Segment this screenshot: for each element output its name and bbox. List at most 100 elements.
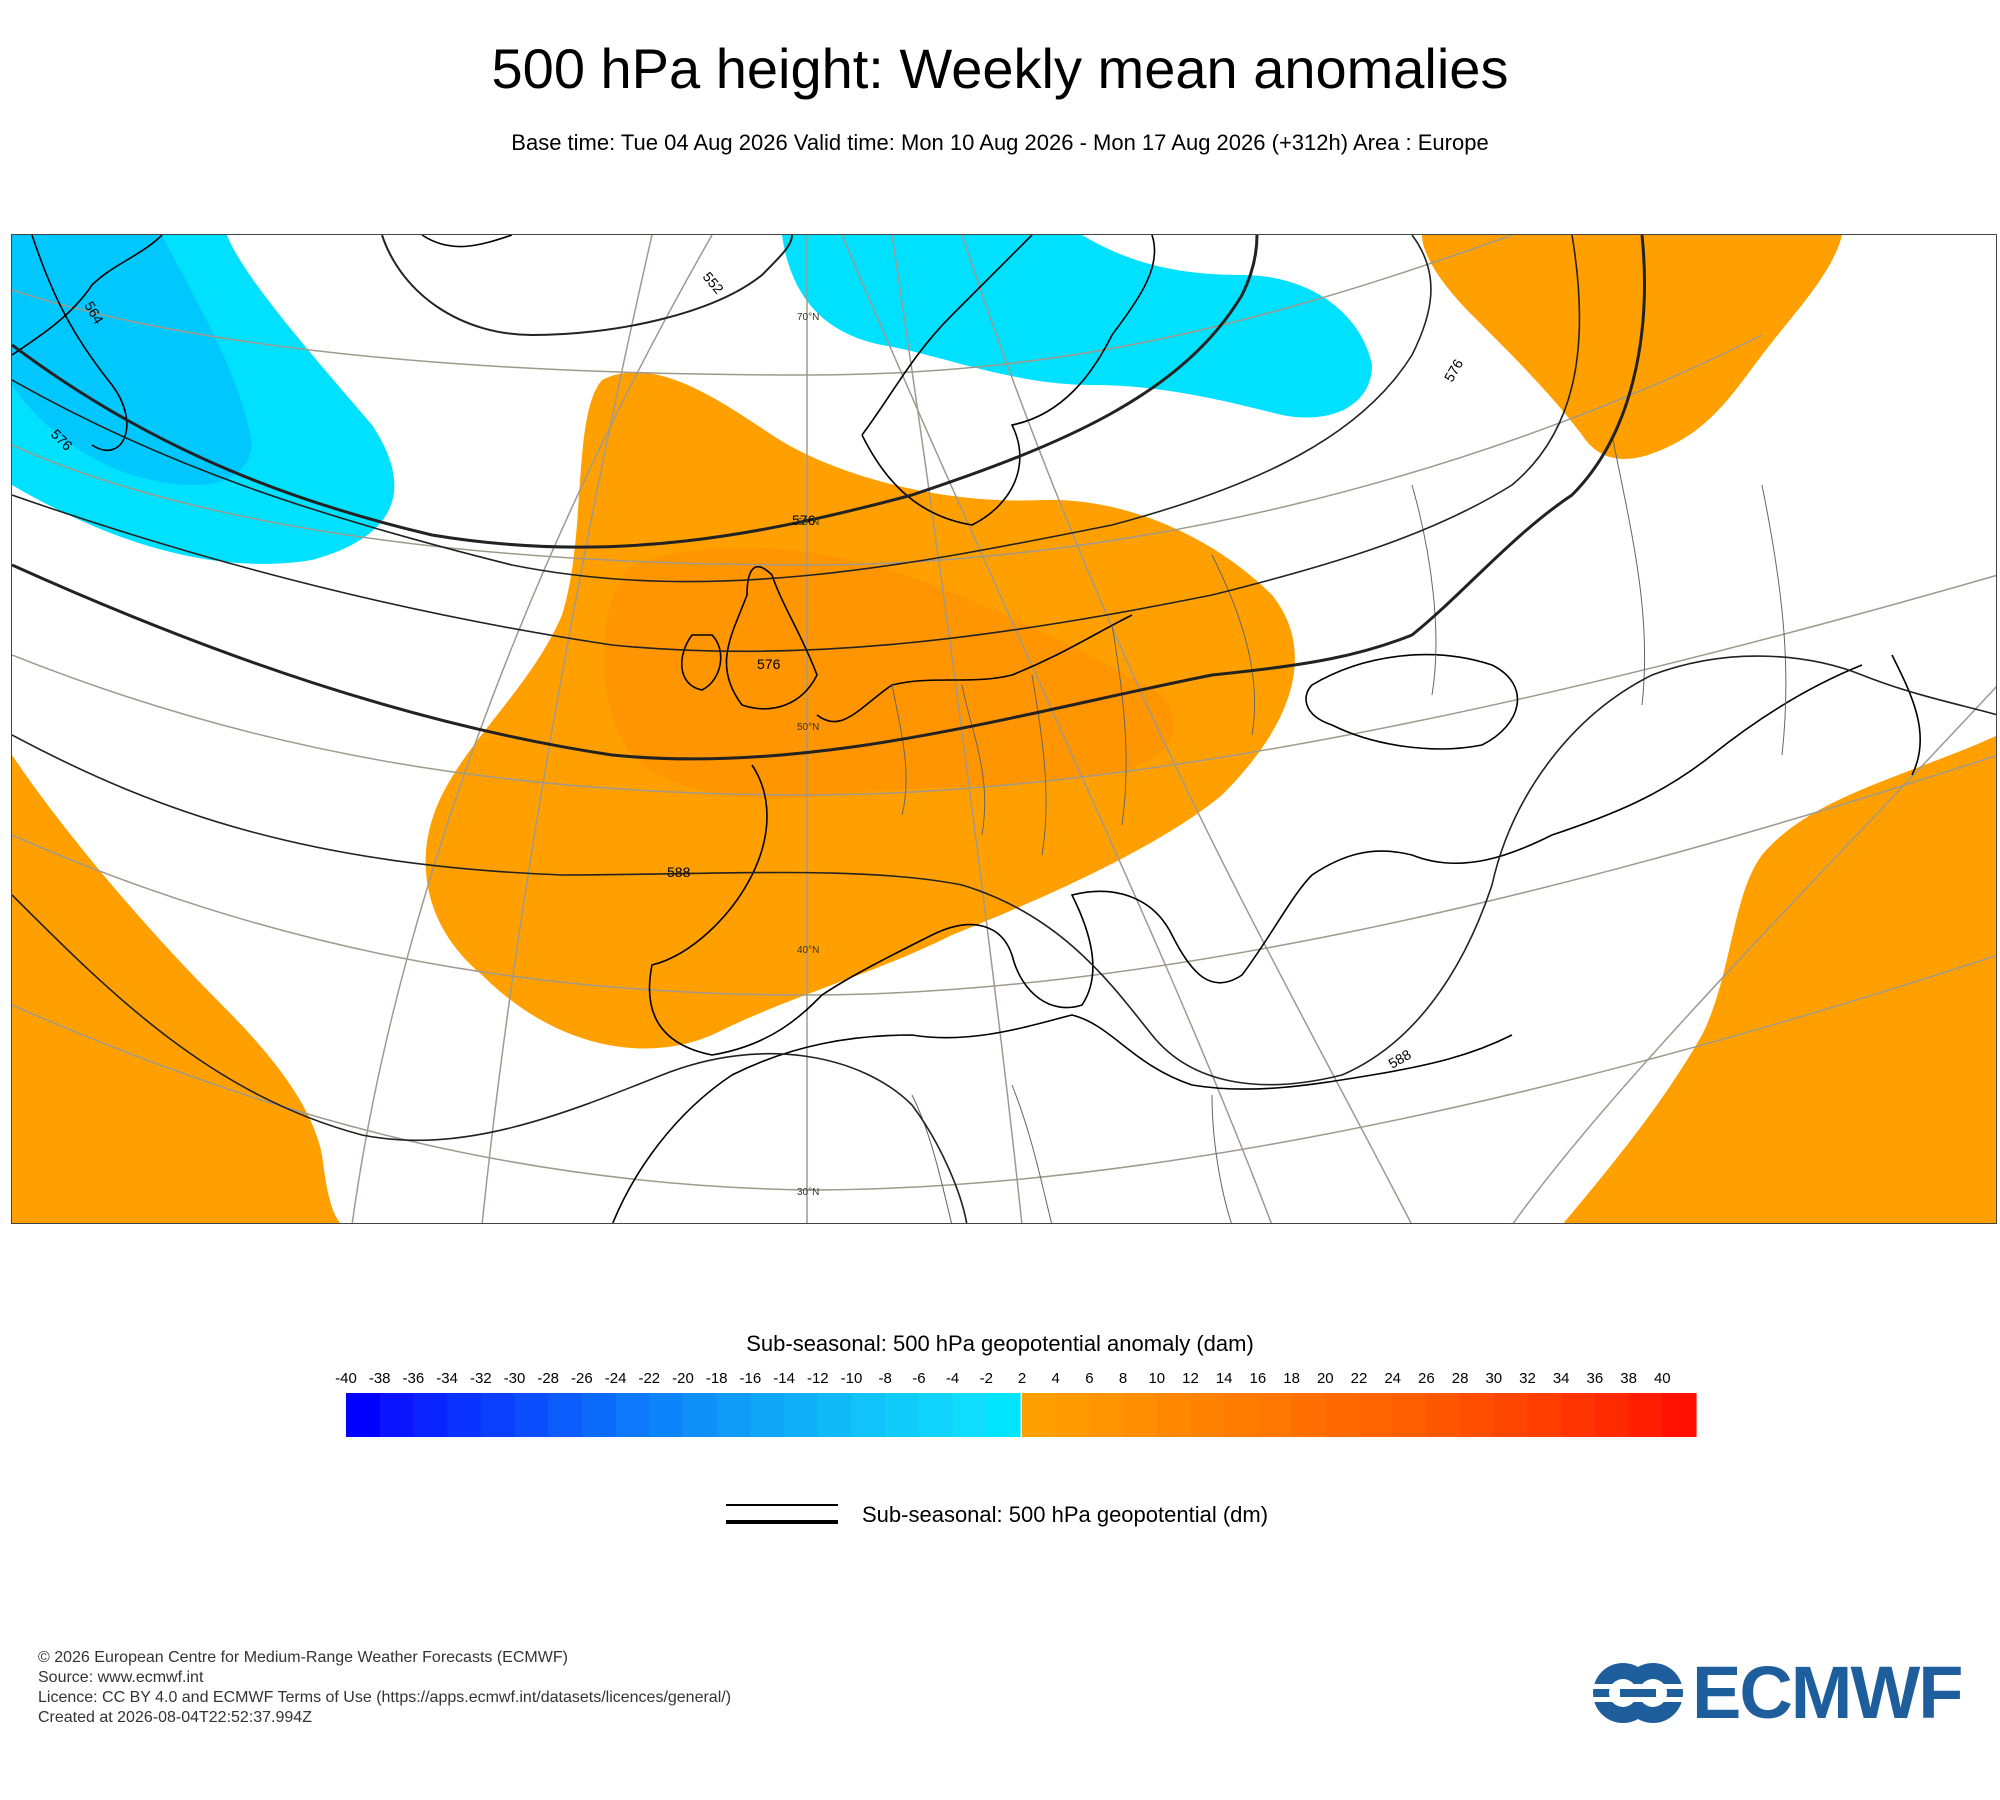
uk-coast xyxy=(725,566,818,710)
colorbar-swatch-negative xyxy=(346,1393,381,1437)
contour-564a xyxy=(12,235,1259,549)
negative-anomaly-greenland-core xyxy=(12,235,252,485)
europe-coast xyxy=(648,614,1863,1056)
black-sea-coast xyxy=(1305,653,1519,750)
colorbar-swatch-positive xyxy=(1426,1393,1461,1437)
positive-anomaly-southeast xyxy=(1563,735,1996,1223)
latitude-label: 60°N xyxy=(797,517,819,528)
colorbar-swatch-positive xyxy=(1224,1393,1259,1437)
colorbar-swatch-negative xyxy=(615,1393,650,1437)
colorbar-swatch-negative xyxy=(986,1393,1021,1437)
colorbar-swatch-negative xyxy=(817,1393,853,1437)
colorbar-tick-label: 14 xyxy=(1216,1370,1233,1387)
country-borders xyxy=(891,434,1787,1223)
contour-564b xyxy=(12,235,1432,583)
colorbar-tick-label: -18 xyxy=(706,1370,728,1387)
colorbar-tick-label: -34 xyxy=(436,1370,458,1387)
colorbar-swatch-negative xyxy=(649,1393,684,1437)
geopotential-contours xyxy=(12,235,1996,1223)
contour-label: 576 xyxy=(792,512,816,528)
colorbar-tick-label: 26 xyxy=(1418,1370,1435,1387)
contour-label: 588 xyxy=(667,864,691,880)
contour-588 xyxy=(12,655,1996,1086)
iceland-coast xyxy=(421,235,513,248)
contour-576b xyxy=(12,235,1646,761)
colorbar-tick-label: 6 xyxy=(1085,1370,1093,1387)
chart-title: 500 hPa height: Weekly mean anomalies xyxy=(491,37,1509,100)
colorbar-swatch-positive xyxy=(1493,1393,1529,1437)
ecmwf-logo: ECMWF xyxy=(1590,1651,1970,1734)
africa-coast xyxy=(611,1014,1513,1223)
colorbar-tick-label: -16 xyxy=(740,1370,762,1387)
licence-line: Licence: CC BY 4.0 and ECMWF Terms of Us… xyxy=(38,1689,732,1706)
contour-legend-label: Sub-seasonal: 500 hPa geopotential (dm) xyxy=(862,1502,1269,1527)
positive-anomaly-southwest xyxy=(12,755,341,1223)
colorbar-swatch-positive xyxy=(1022,1393,1057,1437)
graticule xyxy=(12,235,1996,1223)
colorbar-swatch-negative xyxy=(952,1393,987,1437)
colorbar-tick-label: 40 xyxy=(1654,1370,1671,1387)
map-panel: 552 564 576 576 576 576 588 588 70°N 60°… xyxy=(11,234,1997,1224)
ecmwf-logo-icon xyxy=(1590,1663,1686,1723)
colorbar-swatch-negative xyxy=(851,1393,886,1437)
colorbar-swatch-positive xyxy=(1392,1393,1427,1437)
contour-576a xyxy=(12,235,1581,653)
colorbar-tick-label: -32 xyxy=(470,1370,492,1387)
contour-label: 576 xyxy=(757,656,781,672)
colorbar-swatch-positive xyxy=(1662,1393,1697,1437)
colorbar-swatch-negative xyxy=(885,1393,920,1437)
colorbar-swatch-negative xyxy=(918,1393,954,1437)
colorbar-swatch-positive xyxy=(1527,1393,1562,1437)
positive-anomaly-europe-core xyxy=(603,547,1174,799)
scandinavia-coast xyxy=(861,235,1156,526)
colorbar-swatch-positive xyxy=(1359,1393,1394,1437)
colorbar-swatch-negative xyxy=(784,1393,819,1437)
latitude-label-group: 70°N 60°N 50°N 40°N 30°N xyxy=(797,312,819,1198)
ireland-coast xyxy=(680,634,722,691)
colorbar-tick-label: -38 xyxy=(369,1370,391,1387)
colorbar-tick-label: -36 xyxy=(403,1370,425,1387)
colorbar-swatch-positive xyxy=(1628,1393,1663,1437)
colorbar-swatch-negative xyxy=(413,1393,448,1437)
colorbar-swatch-negative xyxy=(716,1393,751,1437)
colorbar-tick-label: 16 xyxy=(1250,1370,1267,1387)
created-line: Created at 2026-08-04T22:52:37.994Z xyxy=(38,1709,312,1726)
colorbar-swatch-negative xyxy=(683,1393,718,1437)
colorbar-tick-label: 20 xyxy=(1317,1370,1334,1387)
contour-legend-sample xyxy=(726,1500,846,1530)
colorbar-tick-label: -4 xyxy=(946,1370,959,1387)
map-canvas: 552 564 576 576 576 576 588 588 70°N 60°… xyxy=(12,235,1996,1223)
colorbar-tick-label: 28 xyxy=(1452,1370,1469,1387)
ecmwf-logo-text: ECMWF xyxy=(1692,1651,1963,1734)
greenland-coast xyxy=(12,235,163,452)
colorbar-tick-label: -8 xyxy=(879,1370,892,1387)
colorbar-swatch-positive xyxy=(1291,1393,1326,1437)
colorbar-tick-label: -20 xyxy=(672,1370,694,1387)
colorbar-tick-label: -40 xyxy=(335,1370,357,1387)
colorbar-tick-label: -12 xyxy=(807,1370,829,1387)
colorbar-swatch-positive xyxy=(1156,1393,1192,1437)
colorbar-tick-label: 38 xyxy=(1620,1370,1637,1387)
chart-subtitle: Base time: Tue 04 Aug 2026 Valid time: M… xyxy=(511,130,1489,155)
latitude-label: 30°N xyxy=(797,1187,819,1198)
contour-552 xyxy=(381,235,793,337)
colorbar-tick-label: -26 xyxy=(571,1370,593,1387)
colorbar-tick-label: 8 xyxy=(1119,1370,1127,1387)
colorbar-tick-label: 36 xyxy=(1587,1370,1604,1387)
colorbar-tick-label: 4 xyxy=(1052,1370,1060,1387)
colorbar-swatch-negative xyxy=(581,1393,617,1437)
colorbar-tick-label: -30 xyxy=(504,1370,526,1387)
colorbar-tick-label: -14 xyxy=(773,1370,795,1387)
colorbar-swatch-positive xyxy=(1190,1393,1225,1437)
contour-line-thick xyxy=(726,1520,838,1524)
colorbar-swatch-negative xyxy=(514,1393,549,1437)
colorbar-tick-label: -28 xyxy=(537,1370,559,1387)
colorbar-tick-label: 34 xyxy=(1553,1370,1570,1387)
colorbar-swatch-positive xyxy=(1460,1393,1495,1437)
caspian-coast xyxy=(1891,654,1921,776)
coastlines xyxy=(12,235,1921,1223)
contour-588b xyxy=(12,894,968,1223)
colorbar-tick-label: -24 xyxy=(605,1370,627,1387)
latitude-label: 40°N xyxy=(797,945,819,956)
colorbar-swatch-positive xyxy=(1055,1393,1090,1437)
